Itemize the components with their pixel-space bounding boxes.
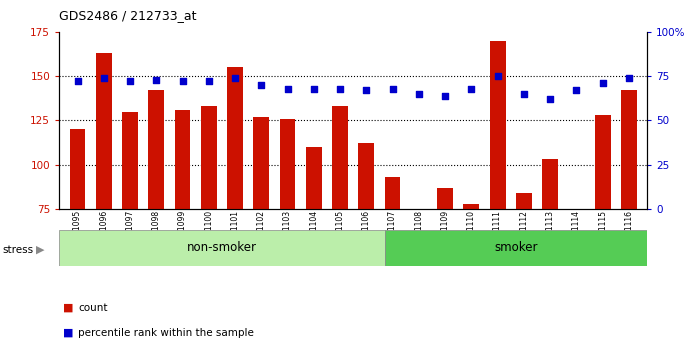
Point — [308, 86, 319, 91]
Point — [413, 91, 425, 97]
Bar — [569, 209, 584, 214]
Text: ▶: ▶ — [36, 245, 45, 255]
Bar — [385, 177, 400, 209]
Bar — [464, 204, 480, 209]
Point — [492, 73, 503, 79]
Bar — [253, 117, 269, 209]
Bar — [595, 115, 610, 209]
Bar — [280, 119, 296, 209]
Bar — [96, 53, 111, 209]
Point — [440, 93, 451, 98]
Text: count: count — [78, 303, 107, 313]
Point — [597, 80, 608, 86]
Bar — [385, 230, 647, 266]
Point — [571, 87, 582, 93]
Bar — [542, 159, 558, 209]
Bar — [148, 90, 164, 209]
Point — [203, 79, 214, 84]
Text: stress: stress — [2, 245, 33, 255]
Bar — [201, 106, 216, 209]
Point — [72, 79, 83, 84]
Text: ■: ■ — [63, 303, 73, 313]
Bar — [516, 193, 532, 209]
Text: non-smoker: non-smoker — [187, 241, 257, 254]
Point — [361, 87, 372, 93]
Point — [544, 96, 555, 102]
Point — [282, 86, 293, 91]
Point — [98, 75, 109, 81]
Point — [624, 75, 635, 81]
Bar — [621, 90, 637, 209]
Bar — [490, 41, 505, 209]
Point — [387, 86, 398, 91]
Point — [519, 91, 530, 97]
Point — [151, 77, 162, 82]
Bar — [59, 230, 385, 266]
Point — [466, 86, 477, 91]
Bar — [358, 143, 374, 209]
Bar — [175, 110, 191, 209]
Bar — [227, 67, 243, 209]
Point — [177, 79, 188, 84]
Point — [230, 75, 241, 81]
Bar — [122, 112, 138, 209]
Point — [255, 82, 267, 88]
Bar — [306, 147, 322, 209]
Text: ■: ■ — [63, 328, 73, 338]
Text: percentile rank within the sample: percentile rank within the sample — [78, 328, 254, 338]
Bar — [437, 188, 453, 209]
Bar — [70, 129, 86, 209]
Text: smoker: smoker — [494, 241, 538, 254]
Bar — [332, 106, 348, 209]
Point — [335, 86, 346, 91]
Point — [125, 79, 136, 84]
Bar — [411, 209, 427, 211]
Text: GDS2486 / 212733_at: GDS2486 / 212733_at — [59, 9, 197, 22]
